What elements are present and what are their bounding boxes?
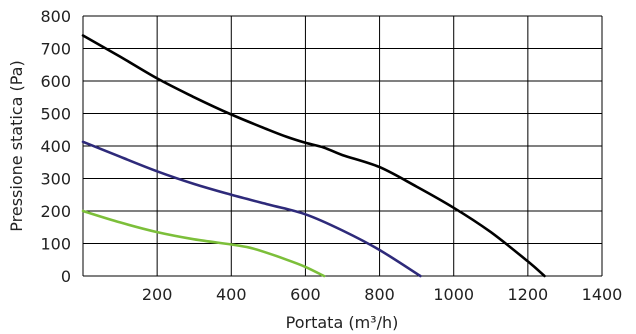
grid <box>82 15 603 277</box>
y-tick-label: 700 <box>40 40 71 59</box>
y-tick-label: 300 <box>40 170 71 189</box>
y-tick-label: 100 <box>40 235 71 254</box>
y-tick-label: 500 <box>40 105 71 124</box>
x-tick-label: 1400 <box>582 285 623 304</box>
x-tick-label: 600 <box>290 285 321 304</box>
series-line-2 <box>81 140 422 278</box>
series-line-3 <box>81 209 326 278</box>
x-tick-label: 400 <box>216 285 247 304</box>
y-axis-title: Pressione statica (Pa) <box>7 60 26 231</box>
x-tick-label: 200 <box>142 285 173 304</box>
y-tick-labels: 0 100 200 300 400 500 600 700 800 <box>40 7 71 286</box>
y-tick-label: 400 <box>40 137 71 156</box>
y-tick-label: 800 <box>40 7 71 26</box>
x-axis-title: Portata (m³/h) <box>286 313 399 332</box>
x-tick-label: 1000 <box>433 285 474 304</box>
x-tick-label: 800 <box>364 285 395 304</box>
y-tick-label: 0 <box>61 267 71 286</box>
series-layer <box>81 34 546 278</box>
series-line-1 <box>81 34 546 278</box>
y-tick-label: 200 <box>40 202 71 221</box>
x-tick-labels: 200 400 600 800 1000 1200 1400 <box>142 285 622 304</box>
x-tick-label: 1200 <box>507 285 548 304</box>
y-tick-label: 600 <box>40 72 71 91</box>
